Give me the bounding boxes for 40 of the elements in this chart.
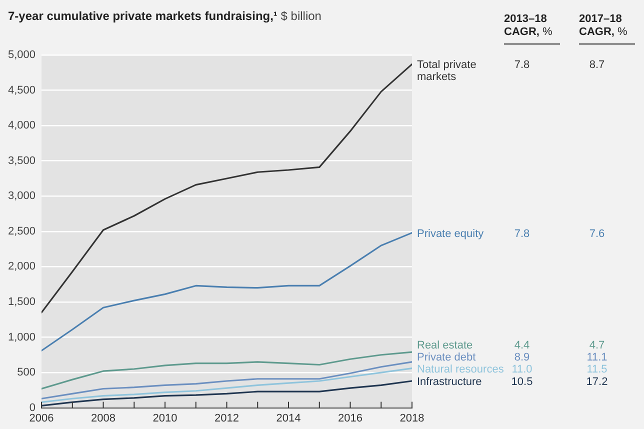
text: 7.8 <box>514 59 530 72</box>
text: 11.5 <box>586 363 608 376</box>
y-tick-label: 3,000 <box>8 190 36 202</box>
text: 2017–18 CAGR, % <box>579 13 628 38</box>
text: 2013–18 CAGR, % <box>504 13 552 38</box>
series-label: Private equity <box>417 228 484 240</box>
series-label: Private debt <box>417 351 476 364</box>
y-tick-label: 5,000 <box>8 49 36 62</box>
series-label: Real estate <box>417 339 473 352</box>
x-tick-label: 2006 <box>29 412 54 424</box>
y-tick-label: 3,500 <box>8 154 36 167</box>
text: 17.2 <box>586 376 608 388</box>
x-tick-label: 2012 <box>214 412 240 424</box>
y-tick-label: 1,500 <box>8 296 36 308</box>
text: 7.6 <box>589 228 605 240</box>
chart-title: 7-year cumulative private markets fundraising,¹ <box>8 9 278 23</box>
y-tick-label: 1,000 <box>8 331 36 344</box>
x-tick-label: 2016 <box>338 412 362 424</box>
text: 4.7 <box>589 339 605 352</box>
text: 8.7 <box>589 59 605 72</box>
x-tick-label: 2014 <box>276 412 301 424</box>
text: 7.8 <box>514 228 530 240</box>
text: 11.1 <box>586 351 608 364</box>
text: 10.5 <box>511 376 533 388</box>
y-tick-label: 4,500 <box>8 84 36 96</box>
text: 8.9 <box>514 351 530 364</box>
y-tick-label: 0 <box>29 402 36 414</box>
text: 4.4 <box>514 339 530 352</box>
series-label: Natural resources <box>417 363 504 376</box>
y-tick-label: 4,000 <box>8 120 36 132</box>
y-axis-title: $ billion <box>277 9 322 23</box>
x-tick-label: 2008 <box>91 412 116 424</box>
series-label: Infrastructure <box>417 376 482 388</box>
x-tick-label: 2010 <box>152 412 178 424</box>
y-tick-label: 2,500 <box>8 225 36 238</box>
series-label: Total private markets <box>417 59 476 84</box>
x-tick-label: 2018 <box>400 412 424 424</box>
y-tick-label: 2,000 <box>8 260 36 273</box>
text: 11.0 <box>512 363 532 376</box>
y-tick-label: 500 <box>17 366 36 379</box>
